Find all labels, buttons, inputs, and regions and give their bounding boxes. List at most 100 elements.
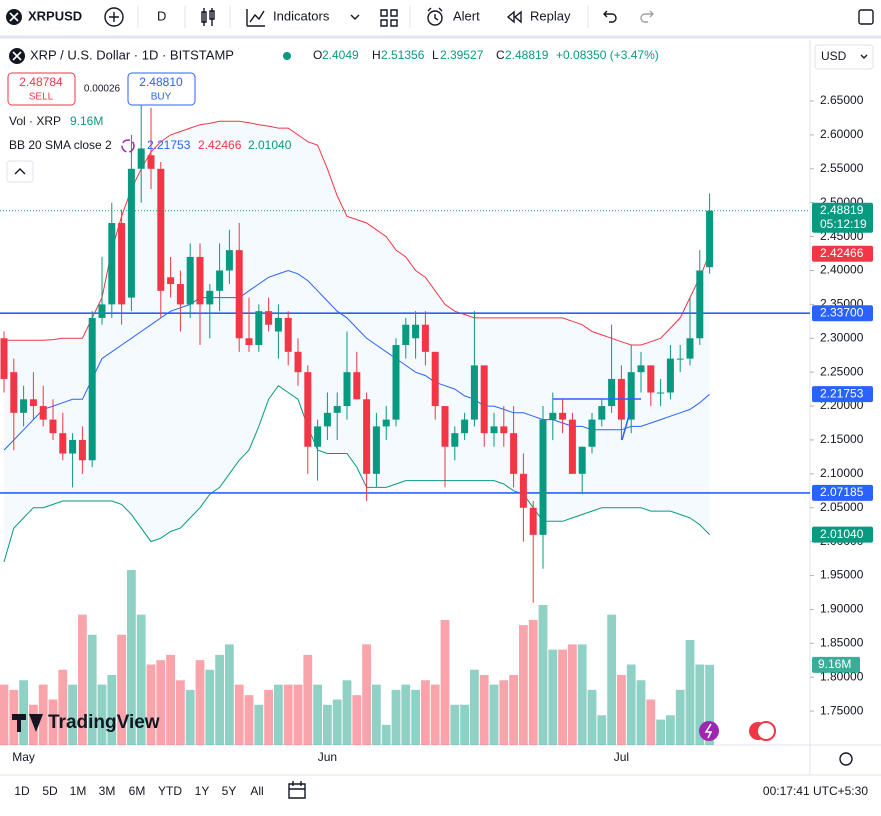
indicators-caret[interactable] bbox=[350, 14, 360, 20]
range-button[interactable]: 6M bbox=[129, 784, 146, 798]
candle-body bbox=[323, 412, 331, 427]
change: +0.08350 (+3.47%) bbox=[556, 48, 659, 62]
buy-button[interactable] bbox=[127, 72, 196, 106]
range-button[interactable]: YTD bbox=[158, 784, 182, 798]
volume-bar bbox=[538, 605, 548, 745]
volume-bar bbox=[460, 704, 469, 745]
volume-bar bbox=[38, 684, 48, 745]
volume-bar bbox=[489, 684, 499, 745]
undo-button[interactable] bbox=[603, 10, 617, 23]
y-tick-label: 2.30000 bbox=[820, 330, 864, 344]
sell-button[interactable] bbox=[7, 72, 76, 106]
candle-body bbox=[78, 439, 86, 461]
band-fill bbox=[4, 121, 710, 563]
candle-body bbox=[235, 250, 243, 339]
volume-bar bbox=[215, 654, 224, 745]
basis-label: 2.21753 bbox=[820, 386, 864, 400]
chart-type-button[interactable] bbox=[201, 8, 215, 26]
level-label-box bbox=[812, 305, 873, 322]
range-button[interactable]: 1Y bbox=[195, 784, 210, 798]
ohlc-label: O bbox=[313, 48, 322, 62]
candle-body bbox=[480, 365, 488, 434]
date-range-button[interactable] bbox=[288, 781, 306, 799]
ohlc-value: 2.48819 bbox=[505, 48, 549, 62]
range-button[interactable]: 3M bbox=[99, 784, 116, 798]
candle-body bbox=[353, 372, 361, 400]
volume-bar bbox=[607, 614, 616, 745]
news-icon[interactable] bbox=[699, 721, 719, 741]
candle-body bbox=[29, 399, 37, 407]
range-button[interactable]: 5D bbox=[42, 784, 58, 798]
volume-bar bbox=[313, 684, 322, 745]
volume-legend-value: 9.16M bbox=[70, 114, 103, 128]
candle-body bbox=[10, 372, 18, 413]
volume-bar bbox=[254, 704, 264, 745]
indicators-button[interactable]: Indicators bbox=[273, 8, 330, 23]
candle-body bbox=[608, 378, 616, 407]
interval[interactable]: D bbox=[157, 8, 166, 23]
volume-bar bbox=[107, 675, 117, 745]
clock: 00:17:41 UTC+5:30 bbox=[763, 784, 868, 798]
y-tick-label: 1.85000 bbox=[820, 635, 864, 649]
spread: 0.00026 bbox=[84, 84, 121, 95]
y-tick-label: 2.05000 bbox=[820, 500, 864, 514]
bb-loading-icon bbox=[121, 139, 135, 153]
candle-body bbox=[382, 419, 390, 427]
redo-button[interactable] bbox=[640, 10, 654, 23]
candle-body bbox=[98, 304, 106, 318]
range-button[interactable]: 1M bbox=[70, 784, 87, 798]
bb-basis-value: 2.21753 bbox=[147, 138, 191, 152]
alert-button[interactable]: Alert bbox=[453, 8, 480, 23]
volume-bar bbox=[450, 704, 460, 745]
layouts-button[interactable] bbox=[380, 9, 398, 27]
volume-bar bbox=[274, 684, 283, 745]
candle-body bbox=[294, 351, 302, 373]
volume-bar bbox=[636, 680, 646, 745]
replay-button[interactable]: Replay bbox=[530, 8, 571, 23]
candle-body bbox=[118, 223, 126, 305]
compare-button[interactable] bbox=[104, 7, 124, 27]
candle-body bbox=[167, 277, 175, 285]
volume-bar bbox=[342, 680, 352, 745]
alert-icon[interactable] bbox=[427, 10, 443, 26]
events-icon[interactable] bbox=[756, 721, 776, 741]
volume-bar bbox=[58, 669, 68, 745]
candle-body bbox=[529, 507, 537, 535]
user-drawing[interactable] bbox=[553, 398, 641, 441]
volume-bar bbox=[19, 680, 28, 745]
y-tick-label: 2.65000 bbox=[820, 93, 864, 107]
volume-bar bbox=[587, 689, 597, 745]
candle-body bbox=[245, 338, 253, 346]
upper-label-box bbox=[812, 245, 873, 262]
candle-body bbox=[696, 270, 704, 339]
ohlc-label: L bbox=[432, 48, 439, 62]
volume-bar bbox=[264, 689, 273, 745]
candle-body bbox=[176, 284, 184, 305]
range-button[interactable]: All bbox=[250, 784, 263, 798]
fullscreen-button[interactable] bbox=[858, 9, 874, 25]
y-tick-label: 2.15000 bbox=[820, 432, 864, 446]
currency-button[interactable] bbox=[814, 44, 874, 70]
candle-body bbox=[333, 406, 341, 413]
symbol[interactable]: XRPUSD bbox=[28, 8, 82, 23]
range-button[interactable]: 5Y bbox=[222, 784, 237, 798]
volume-bar bbox=[244, 695, 254, 745]
upper-label: 2.42466 bbox=[820, 246, 864, 260]
collapse-legend-button[interactable] bbox=[6, 160, 34, 183]
candle-body bbox=[559, 412, 567, 420]
volume-bar bbox=[666, 715, 675, 745]
volume-legend: Vol · XRP bbox=[9, 114, 61, 128]
settings-button[interactable] bbox=[839, 752, 853, 766]
countdown: 05:12:19 bbox=[820, 217, 867, 231]
ohlc-value: 2.51356 bbox=[381, 48, 425, 62]
indicators-icon[interactable] bbox=[246, 9, 265, 27]
replay-icon[interactable] bbox=[506, 10, 522, 24]
volume-bar bbox=[362, 644, 371, 745]
volume-bar bbox=[430, 684, 440, 745]
candle-body bbox=[39, 406, 47, 420]
bb-lower-value: 2.01040 bbox=[248, 138, 292, 152]
range-button[interactable]: 1D bbox=[14, 784, 30, 798]
volume-bar bbox=[117, 634, 126, 745]
news-glyph bbox=[704, 723, 713, 739]
level-label: 2.07185 bbox=[820, 485, 864, 499]
